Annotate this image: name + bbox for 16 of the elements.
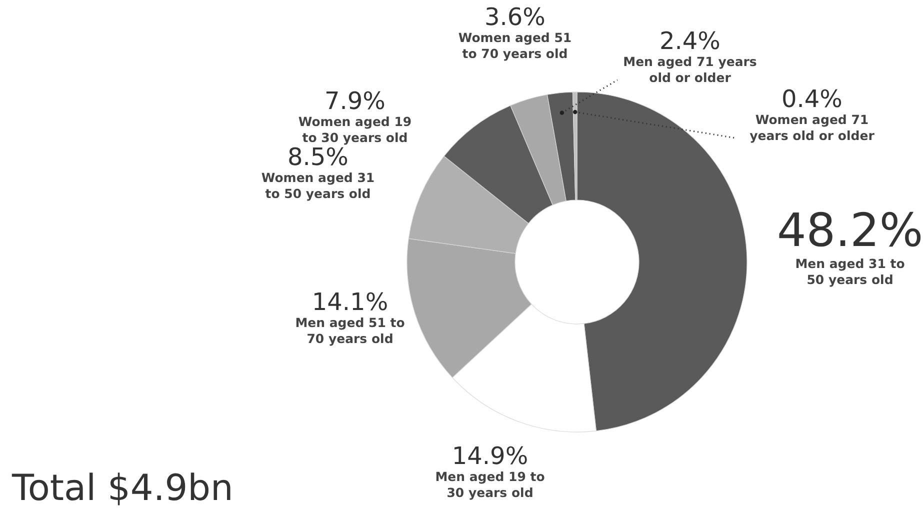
slice-label: Women aged 19 to 30 years old — [298, 114, 412, 145]
slice-label: Men aged 51 to 70 years old — [295, 315, 406, 346]
data-label: 14.9% — [452, 442, 528, 470]
data-label: 3.6% — [484, 3, 546, 31]
slice-label: Women aged 51 to 70 years old — [458, 30, 572, 61]
slice-label: Women aged 71 years old or older — [750, 112, 876, 143]
slice-label: Women aged 31 to 50 years old — [261, 170, 375, 201]
data-label: 14.1% — [312, 288, 388, 316]
data-label: 0.4% — [782, 85, 842, 113]
data-label: 7.9% — [324, 87, 386, 115]
data-label: 48.2% — [776, 203, 923, 257]
slice-label: Men aged 71 years old or older — [623, 54, 757, 85]
slice-label: Men aged 19 to 30 years old — [435, 469, 546, 500]
slice-label: Men aged 31 to 50 years old — [795, 256, 906, 287]
text: Total $4.9bn — [11, 468, 234, 509]
data-label: 2.4% — [660, 27, 720, 55]
